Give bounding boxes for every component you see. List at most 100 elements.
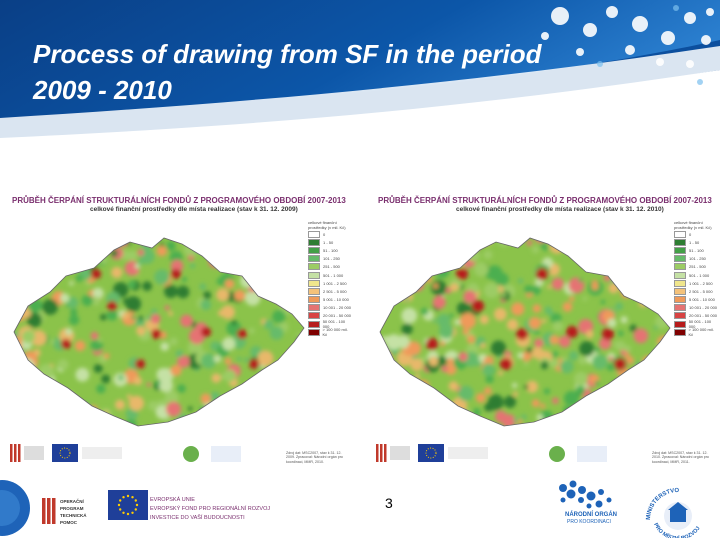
page-number: 3 [385, 495, 393, 511]
legend-item: 1 001 - 2 500 [308, 279, 352, 287]
legend-label: 5 001 - 10 000 [323, 297, 349, 303]
legend-swatch [674, 263, 686, 271]
legend-swatch [308, 287, 320, 295]
map-title: PRŮBĚH ČERPÁNÍ STRUKTURÁLNÍCH FONDŮ Z PR… [378, 196, 712, 205]
legend-title: celkové finanční prostředky (v mil. Kč) [308, 220, 346, 230]
legend-item: 1 - 50 [308, 238, 352, 246]
legend-swatch [308, 328, 320, 336]
map-note: Zdroj dat: MSC2007, stav k 31. 12. 2009.… [286, 450, 343, 464]
map-footer-logos: Zdroj dat: MSC2007, stav k 31. 12. 2009.… [6, 438, 354, 468]
svg-text:TECHNICKÁ: TECHNICKÁ [60, 512, 87, 518]
legend-item: 10 001 - 20 000 [674, 304, 718, 312]
map-panel-2009: PRŮBĚH ČERPÁNÍ STRUKTURÁLNÍCH FONDŮ Z PR… [6, 192, 354, 468]
legend-swatch [308, 304, 320, 312]
svg-text:OPERAČNÍ: OPERAČNÍ [60, 497, 85, 504]
legend-item: 20 001 - 50 000 [308, 312, 352, 320]
legend-label: 1 - 50 [689, 239, 700, 245]
legend-item: 251 - 500 [308, 263, 352, 271]
legend-swatch [674, 279, 686, 287]
legend-label: 5 001 - 10 000 [689, 297, 715, 303]
legend-item: > 100 000 mil. Kč [308, 327, 352, 338]
legend-item: > 100 000 mil. Kč [674, 327, 718, 338]
legend-label: 501 - 1 000 [323, 272, 344, 278]
legend-item: 2 501 - 5 000 [674, 287, 718, 295]
legend-label: 1 - 50 [323, 239, 334, 245]
legend-swatch [674, 238, 686, 246]
legend-swatch [308, 255, 320, 263]
optp-logo: OPERAČNÍ PROGRAM TECHNICKÁ POMOC [42, 497, 87, 525]
nro-logo: NÁRODNÍ ORGÁN PRO KOORDINACI [559, 480, 617, 525]
legend-swatch [308, 320, 320, 328]
legend-swatch [674, 304, 686, 312]
map-footer-logos: Zdroj dat: MSC2007, stav k 31. 12. 2010.… [372, 438, 720, 468]
svg-text:NÁRODNÍ ORGÁN: NÁRODNÍ ORGÁN [565, 510, 617, 518]
caption-2010: As at 31 December 2010 [447, 166, 591, 181]
legend-swatch [674, 312, 686, 320]
legend-swatch [674, 255, 686, 263]
legend-label: > 100 000 mil. Kč [688, 327, 714, 338]
map-title: PRŮBĚH ČERPÁNÍ STRUKTURÁLNÍCH FONDŮ Z PR… [12, 196, 346, 205]
legend-label: 50 001 - 100 000 [322, 319, 346, 330]
svg-text:POMOC: POMOC [60, 520, 78, 525]
svg-text:PROGRAM: PROGRAM [60, 506, 84, 511]
legend-item: 2 501 - 5 000 [308, 287, 352, 295]
legend-label: 1 001 - 2 500 [323, 280, 347, 286]
decorative-blob-icon [0, 480, 30, 536]
legend-label: > 100 000 mil. Kč [322, 327, 348, 338]
slide-title: Process of drawing from SF in the period… [33, 39, 542, 105]
legend-item: 50 001 - 100 000 [674, 319, 718, 330]
legend-label: 20 001 - 50 000 [689, 313, 718, 319]
eu-flag-icon [108, 490, 148, 520]
legend-item: 1 001 - 2 500 [674, 279, 718, 287]
legend-label: 251 - 500 [689, 264, 706, 270]
legend-label: 51 - 100 [689, 247, 704, 253]
map-subtitle: celkové finanční prostředky dle místa re… [456, 206, 664, 213]
legend-item: 251 - 500 [674, 263, 718, 271]
czech-map [13, 237, 305, 427]
legend-label: 101 - 250 [689, 256, 706, 262]
legend-label: 0 [323, 231, 326, 237]
legend-label: 50 001 - 100 000 [688, 319, 712, 330]
svg-text:PRO KOORDINACI: PRO KOORDINACI [567, 519, 611, 525]
legend-item: 101 - 250 [674, 255, 718, 263]
legend-swatch [308, 238, 320, 246]
legend-item: 51 - 100 [308, 246, 352, 254]
caption-2009: As at 31 December 2009 [28, 166, 172, 181]
legend-swatch [674, 246, 686, 254]
legend-swatch [308, 279, 320, 287]
legend-swatch [308, 271, 320, 279]
legend-item: 501 - 1 000 [308, 271, 352, 279]
legend-item: 51 - 100 [674, 246, 718, 254]
legend-label: 251 - 500 [323, 264, 340, 270]
map-legend: celkové finanční prostředky (v mil. Kč) … [308, 220, 352, 338]
legend-item: 501 - 1 000 [674, 271, 718, 279]
legend-item: 10 001 - 20 000 [308, 304, 352, 312]
legend-label: 0 [689, 231, 692, 237]
legend-label: 2 501 - 5 000 [689, 288, 713, 294]
eu-text: EVROPSKÁ UNIE EVROPSKÝ FOND PRO REGIONÁL… [150, 497, 271, 521]
legend-item: 20 001 - 50 000 [674, 312, 718, 320]
legend-label: 10 001 - 20 000 [323, 305, 352, 311]
legend-item: 0 [674, 230, 718, 238]
legend-swatch [674, 287, 686, 295]
legend-label: 10 001 - 20 000 [689, 305, 718, 311]
legend-swatch [674, 230, 686, 238]
legend-item: 5 001 - 10 000 [308, 296, 352, 304]
legend-swatch [674, 271, 686, 279]
legend-swatch [674, 320, 686, 328]
legend-label: 501 - 1 000 [689, 272, 710, 278]
legend-label: 20 001 - 50 000 [323, 313, 352, 319]
map-legend: celkové finanční prostředky (v mil. Kč) … [674, 220, 718, 338]
legend-item: 1 - 50 [674, 238, 718, 246]
map-subtitle: celkové finanční prostředky dle místa re… [90, 206, 298, 213]
map-note: Zdroj dat: MSC2007, stav k 31. 12. 2010.… [652, 450, 709, 464]
czech-map [379, 237, 671, 427]
map-panel-2010: PRŮBĚH ČERPÁNÍ STRUKTURÁLNÍCH FONDŮ Z PR… [372, 192, 720, 468]
legend-label: 51 - 100 [323, 247, 338, 253]
legend-swatch [308, 263, 320, 271]
legend-item: 50 001 - 100 000 [308, 319, 352, 330]
legend-swatch [308, 312, 320, 320]
legend-item: 5 001 - 10 000 [674, 296, 718, 304]
legend-item: 0 [308, 230, 352, 238]
legend-swatch [674, 328, 686, 336]
